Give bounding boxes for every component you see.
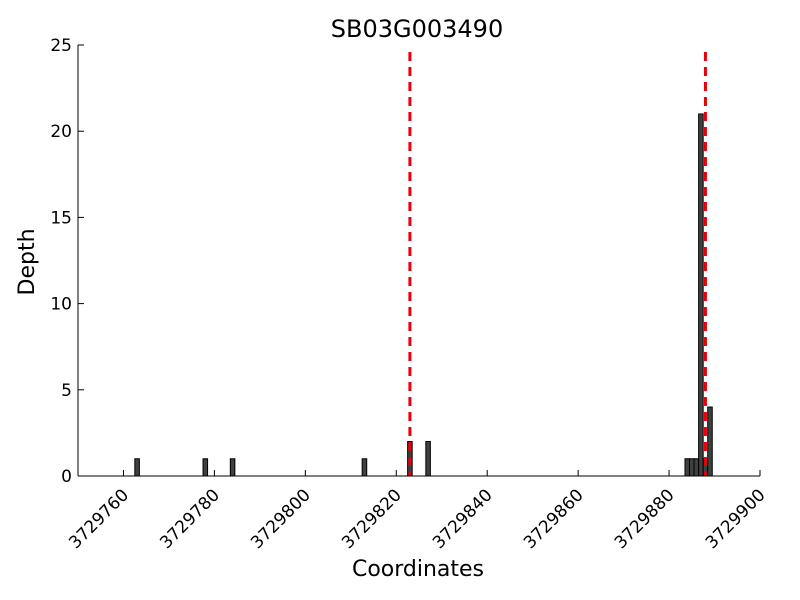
vlines-layer	[408, 52, 707, 476]
y-tick-label-0: 0	[61, 467, 72, 487]
y-tick-label-15: 15	[50, 208, 72, 228]
x-tick-label-3729800: 3729800	[247, 485, 315, 553]
x-axis-label: Coordinates	[352, 557, 484, 582]
x-tick-label-3729900: 3729900	[702, 485, 770, 553]
x-tick-label-3729840: 3729840	[429, 485, 497, 553]
x-tick-label-3729780: 3729780	[156, 485, 224, 553]
x-tick-label-3729880: 3729880	[611, 485, 679, 553]
y-tick-label-20: 20	[50, 122, 72, 142]
y-axis-label: Depth	[15, 228, 40, 295]
bars-layer	[134, 113, 713, 477]
bar-3729827	[425, 441, 431, 477]
y-tick-label-25: 25	[50, 36, 72, 56]
bar-3729763	[134, 458, 140, 477]
bar-3729885	[689, 458, 695, 477]
bar-3729889	[707, 406, 713, 477]
bar-3729778	[202, 458, 209, 477]
bar-3729784	[229, 458, 236, 477]
y-tick-label-5: 5	[61, 381, 72, 401]
bar-3729884	[684, 458, 691, 477]
x-tick-label-3729820: 3729820	[338, 485, 406, 553]
bar-3729887	[698, 113, 704, 477]
x-tick-label-3729760: 3729760	[65, 485, 133, 553]
chart-title: SB03G003490	[331, 15, 503, 43]
y-tick-label-10: 10	[50, 295, 72, 315]
bar-3729813	[361, 458, 368, 477]
x-tick-label-3729860: 3729860	[520, 485, 588, 553]
bar-3729886	[693, 458, 700, 477]
